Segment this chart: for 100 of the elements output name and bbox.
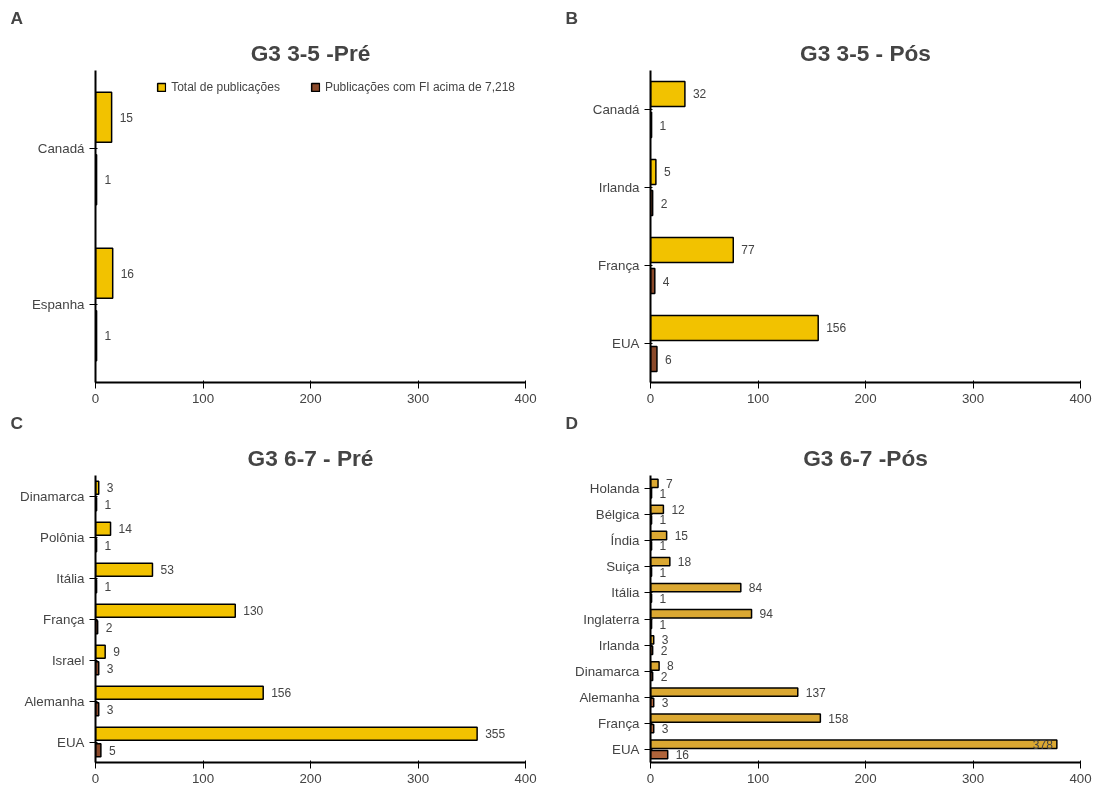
- y-tick-label: Irlanda: [598, 637, 641, 653]
- data-label: 1: [659, 565, 667, 580]
- y-tick-label: Holanda: [589, 481, 641, 497]
- data-label: 84: [748, 581, 763, 596]
- data-label: 156: [271, 686, 292, 701]
- data-label: 158: [828, 711, 849, 726]
- x-tick-label: 0: [646, 390, 655, 406]
- y-tick-label: Canadá: [592, 102, 641, 117]
- text: C: [10, 412, 24, 433]
- data-label: 4: [662, 274, 670, 289]
- x-tick-label: 300: [406, 770, 430, 786]
- data-label: 156: [826, 321, 847, 336]
- x-tick-label: 300: [406, 390, 430, 406]
- data-label: 1: [659, 617, 667, 632]
- text: D: [565, 412, 579, 433]
- x-tick-label: 300: [961, 390, 985, 406]
- y-tick-label: França: [598, 715, 641, 731]
- chart-title: G3 6-7 - Pré: [247, 444, 374, 471]
- data-label: 137: [805, 685, 827, 700]
- data-label: 7: [666, 476, 674, 491]
- x-tick-label: 100: [191, 390, 215, 406]
- y-tick-label: Canadá: [37, 141, 86, 156]
- data-label: 1: [104, 173, 112, 188]
- x-tick-label: 200: [299, 770, 322, 786]
- chart-title: G3 3-5 -Pré: [250, 39, 371, 66]
- y-tick-label: Índia: [610, 533, 641, 549]
- data-label: 14: [118, 522, 133, 537]
- x-tick-label: 400: [1069, 390, 1092, 406]
- data-label: 2: [660, 669, 668, 684]
- x-tick-label: 400: [514, 770, 537, 786]
- data-label: 1: [104, 579, 112, 594]
- x-tick-label: 0: [91, 770, 100, 786]
- legend-label: Total de publicações: [171, 80, 280, 94]
- y-tick-label: Suiça: [606, 559, 641, 575]
- text: A: [10, 7, 24, 28]
- x-tick-label: 200: [854, 390, 877, 406]
- y-tick-label: Alemanha: [579, 689, 641, 705]
- x-tick-label: 100: [746, 770, 770, 786]
- y-tick-label: Itália: [611, 585, 641, 601]
- data-label: 2: [660, 643, 668, 658]
- data-label: 18: [677, 555, 692, 570]
- data-label: 8: [667, 659, 675, 674]
- data-label: 15: [674, 529, 689, 544]
- data-label: 1: [659, 513, 667, 528]
- chart-title: G3 3-5 - Pós: [800, 39, 931, 66]
- data-label: 355: [485, 727, 506, 742]
- data-label: 1: [659, 118, 667, 133]
- data-label: 3: [106, 481, 114, 496]
- data-label: 2: [105, 620, 113, 635]
- data-label: 1: [659, 591, 667, 606]
- y-tick-label: Bélgica: [595, 507, 641, 523]
- data-label: 378: [1032, 737, 1054, 752]
- chart-title: G3 6-7 -Pós: [803, 444, 928, 471]
- data-label: 3: [661, 695, 669, 710]
- data-label: 1: [659, 487, 667, 502]
- data-label: 130: [243, 604, 264, 619]
- data-label: 15: [119, 110, 134, 125]
- data-label: 16: [120, 266, 135, 281]
- x-tick-label: 100: [191, 770, 215, 786]
- data-label: 1: [659, 539, 667, 554]
- text: B: [565, 7, 579, 28]
- data-label: 94: [759, 607, 774, 622]
- x-tick-label: 100: [746, 390, 770, 406]
- data-label: 32: [692, 87, 707, 102]
- x-tick-label: 200: [299, 390, 322, 406]
- y-tick-label: Inglaterra: [583, 611, 641, 627]
- y-tick-label: Dinamarca: [575, 663, 641, 679]
- data-label: 53: [160, 563, 175, 578]
- y-tick-label: França: [598, 258, 641, 273]
- x-tick-label: 300: [961, 770, 985, 786]
- y-tick-label: EUA: [612, 336, 640, 351]
- data-label: 1: [104, 497, 112, 512]
- y-tick-label: Alemanha: [24, 693, 86, 709]
- data-label: 3: [106, 661, 114, 676]
- legend-label: Publicações com FI acima de 7,218: [324, 80, 515, 94]
- x-tick-label: 0: [91, 390, 100, 406]
- data-label: 3: [106, 702, 114, 717]
- y-tick-label: Dinamarca: [20, 488, 86, 504]
- data-label: 5: [108, 743, 116, 758]
- data-label: 77: [741, 243, 755, 258]
- y-tick-label: EUA: [612, 741, 640, 757]
- x-tick-label: 400: [514, 390, 537, 406]
- y-tick-label: Irlanda: [598, 180, 641, 195]
- data-label: 5: [663, 165, 671, 180]
- data-label: 1: [104, 538, 112, 553]
- data-label: 9: [113, 645, 121, 660]
- y-tick-label: Polônia: [40, 529, 86, 545]
- y-tick-label: Itália: [56, 570, 86, 586]
- y-tick-label: Espanha: [31, 297, 86, 312]
- x-tick-label: 200: [854, 770, 877, 786]
- data-label: 12: [671, 502, 686, 517]
- data-label: 1: [104, 329, 112, 344]
- data-label: 16: [675, 748, 690, 763]
- y-tick-label: Israel: [51, 652, 85, 668]
- data-label: 2: [660, 196, 668, 211]
- data-label: 3: [661, 722, 669, 737]
- x-tick-label: 400: [1069, 770, 1092, 786]
- y-tick-label: França: [43, 611, 86, 627]
- y-tick-label: EUA: [57, 734, 85, 750]
- x-tick-label: 0: [646, 770, 655, 786]
